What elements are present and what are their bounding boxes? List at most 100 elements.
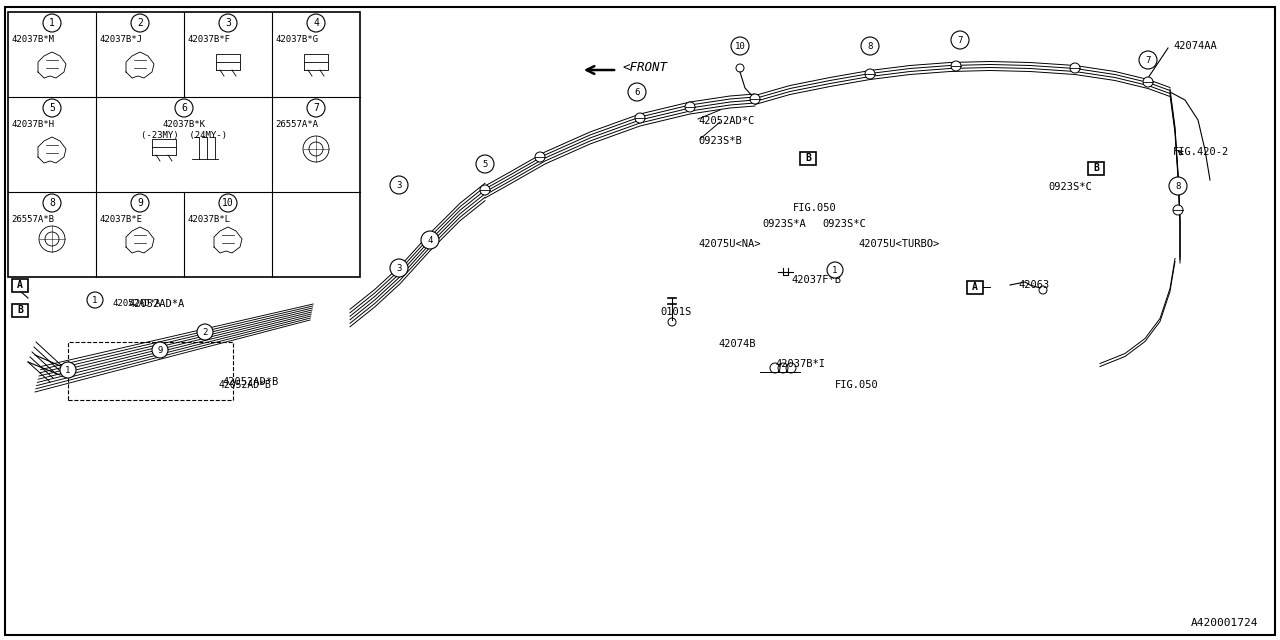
- Text: 3: 3: [397, 264, 402, 273]
- Circle shape: [1143, 77, 1153, 87]
- Circle shape: [750, 94, 760, 104]
- Text: 42037B*M: 42037B*M: [12, 35, 54, 44]
- Text: 3: 3: [225, 18, 230, 28]
- Circle shape: [421, 231, 439, 249]
- Text: 0923S*A: 0923S*A: [762, 219, 805, 229]
- Text: 5: 5: [483, 159, 488, 168]
- Text: 42037B*K: 42037B*K: [163, 120, 206, 129]
- Bar: [8, 12, 360, 277]
- Circle shape: [307, 99, 325, 117]
- Text: B: B: [17, 305, 23, 315]
- Circle shape: [951, 61, 961, 71]
- Text: A: A: [17, 280, 23, 290]
- Circle shape: [307, 14, 325, 32]
- Text: FIG.420-2: FIG.420-2: [1172, 147, 1229, 157]
- Text: B: B: [805, 153, 812, 163]
- Text: 42052AD*C: 42052AD*C: [698, 116, 754, 126]
- Text: 26557A*A: 26557A*A: [275, 120, 317, 129]
- Circle shape: [219, 194, 237, 212]
- Text: 1: 1: [65, 365, 70, 374]
- Bar: [12, 303, 28, 317]
- Text: B: B: [1093, 163, 1100, 173]
- Text: 42052AD*B: 42052AD*B: [218, 380, 271, 390]
- Circle shape: [628, 83, 646, 101]
- Circle shape: [827, 262, 844, 278]
- Text: 42037B*L: 42037B*L: [187, 215, 230, 224]
- Text: 42063: 42063: [1018, 280, 1050, 290]
- Text: 9: 9: [157, 346, 163, 355]
- Circle shape: [131, 14, 148, 32]
- Circle shape: [480, 185, 490, 195]
- Text: 42037B*J: 42037B*J: [99, 35, 142, 44]
- Text: 42037B*H: 42037B*H: [12, 120, 54, 129]
- Bar: [800, 152, 817, 164]
- Text: 0923S*C: 0923S*C: [1048, 182, 1092, 192]
- Text: 4: 4: [314, 18, 319, 28]
- Circle shape: [131, 194, 148, 212]
- Text: <FRONT: <FRONT: [622, 61, 667, 74]
- Circle shape: [1172, 205, 1183, 215]
- Text: 26557A*B: 26557A*B: [12, 215, 54, 224]
- Text: 42075U<TURBO>: 42075U<TURBO>: [858, 239, 940, 249]
- Circle shape: [736, 64, 744, 72]
- Circle shape: [152, 342, 168, 358]
- Text: FIG.050: FIG.050: [794, 203, 837, 213]
- Circle shape: [87, 292, 102, 308]
- Text: (-23MY)  (24MY-): (-23MY) (24MY-): [141, 131, 227, 140]
- Text: 3: 3: [397, 180, 402, 189]
- Text: 0101S: 0101S: [660, 307, 691, 317]
- Text: 42037B*F: 42037B*F: [187, 35, 230, 44]
- Text: 42037B*E: 42037B*E: [99, 215, 142, 224]
- Text: 42074B: 42074B: [718, 339, 755, 349]
- Circle shape: [865, 69, 876, 79]
- Text: 8: 8: [49, 198, 55, 208]
- Text: 4: 4: [428, 236, 433, 244]
- Circle shape: [44, 14, 61, 32]
- Bar: [12, 278, 28, 291]
- Text: A420001724: A420001724: [1190, 618, 1258, 628]
- Circle shape: [1139, 51, 1157, 69]
- Circle shape: [60, 362, 76, 378]
- Text: 0923S*B: 0923S*B: [698, 136, 741, 146]
- Text: 10: 10: [735, 42, 745, 51]
- Circle shape: [390, 176, 408, 194]
- Text: 42074AA: 42074AA: [1172, 41, 1217, 51]
- Circle shape: [731, 37, 749, 55]
- Circle shape: [951, 31, 969, 49]
- Text: FIG.050: FIG.050: [835, 380, 879, 390]
- Circle shape: [219, 14, 237, 32]
- Text: 42037B*G: 42037B*G: [275, 35, 317, 44]
- Circle shape: [44, 99, 61, 117]
- Text: 1: 1: [49, 18, 55, 28]
- Text: 5: 5: [49, 103, 55, 113]
- Text: 42075U<NA>: 42075U<NA>: [698, 239, 760, 249]
- Circle shape: [476, 155, 494, 173]
- Text: 42037F*B: 42037F*B: [791, 275, 841, 285]
- Bar: [68, 342, 233, 400]
- Circle shape: [1169, 177, 1187, 195]
- Circle shape: [390, 259, 408, 277]
- Text: 42052AD*A: 42052AD*A: [113, 298, 160, 307]
- Text: 6: 6: [635, 88, 640, 97]
- Text: 7: 7: [1146, 56, 1151, 65]
- Text: 8: 8: [1175, 182, 1180, 191]
- Circle shape: [197, 324, 212, 340]
- Circle shape: [685, 102, 695, 112]
- Text: 42052AD*A: 42052AD*A: [128, 299, 184, 309]
- Text: 1: 1: [92, 296, 97, 305]
- Circle shape: [1070, 63, 1080, 73]
- Text: 0923S*C: 0923S*C: [822, 219, 865, 229]
- Bar: [1088, 161, 1103, 175]
- Text: 6: 6: [180, 103, 187, 113]
- Circle shape: [44, 194, 61, 212]
- Text: 2: 2: [202, 328, 207, 337]
- Text: 1: 1: [832, 266, 837, 275]
- Text: 9: 9: [137, 198, 143, 208]
- Text: 8: 8: [868, 42, 873, 51]
- Text: 2: 2: [137, 18, 143, 28]
- Circle shape: [635, 113, 645, 123]
- Text: 42037B*I: 42037B*I: [774, 359, 826, 369]
- Circle shape: [535, 152, 545, 162]
- Circle shape: [861, 37, 879, 55]
- Text: 7: 7: [314, 103, 319, 113]
